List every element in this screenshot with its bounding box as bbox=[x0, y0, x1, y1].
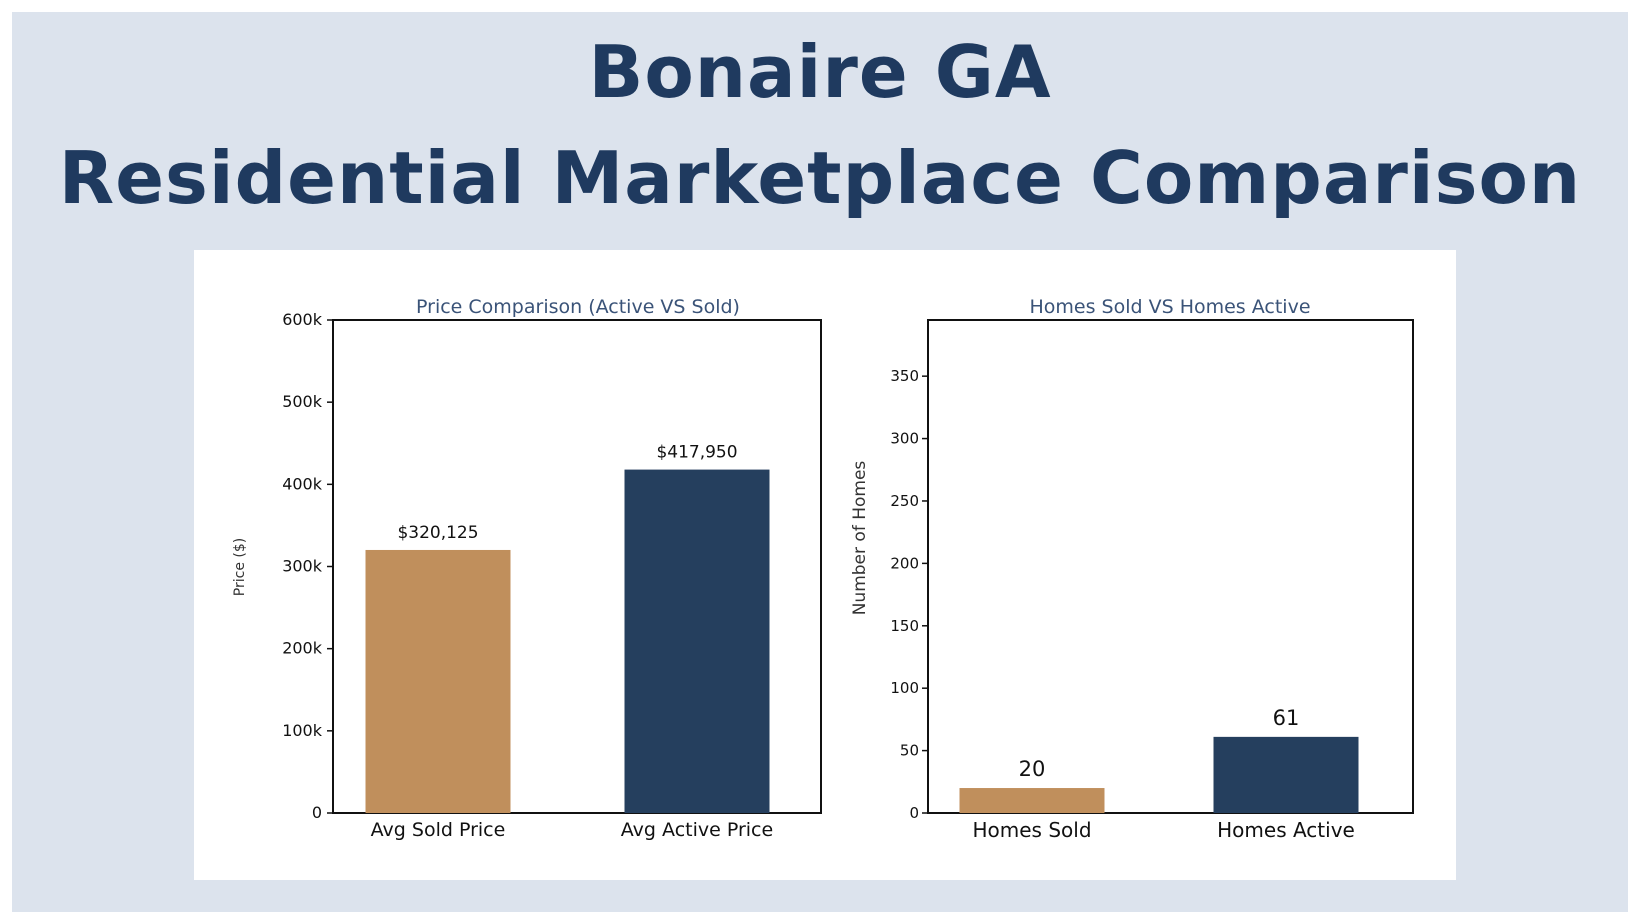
chart-1-category-label-1: Homes Active bbox=[1217, 818, 1355, 842]
chart-0-value-label-0: $320,125 bbox=[397, 523, 478, 543]
chart-0-y-tick-label: 0 bbox=[312, 803, 322, 822]
chart-1-frame bbox=[927, 319, 1414, 814]
chart-1-bar-0 bbox=[959, 788, 1105, 813]
chart-0-y-tick-label: 600k bbox=[282, 310, 323, 329]
chart-0-y-axis-label: Price ($) bbox=[232, 538, 248, 596]
chart-1-y-tick-label: 200 bbox=[890, 554, 919, 572]
chart-1-y-axis-label: Number of Homes bbox=[850, 461, 870, 616]
chart-0-category-label-0: Avg Sold Price bbox=[371, 819, 506, 841]
chart-1-y-tick-label: 350 bbox=[890, 367, 919, 385]
chart-0-value-label-1: $417,950 bbox=[656, 443, 737, 463]
chart-0-y-tick-label: 400k bbox=[282, 474, 323, 493]
chart-1-y-tick-label: 0 bbox=[909, 804, 919, 822]
chart-1-value-label-1: 61 bbox=[1273, 706, 1300, 730]
chart-1-title: Homes Sold VS Homes Active bbox=[1029, 296, 1310, 318]
chart-1-bar-1 bbox=[1213, 736, 1359, 813]
chart-0-y-tick-label: 500k bbox=[282, 392, 323, 411]
chart-1-y-tick-label: 100 bbox=[890, 679, 919, 697]
page-title-line-1: Bonaire GA bbox=[588, 30, 1052, 114]
chart-1-category-label-0: Homes Sold bbox=[972, 818, 1091, 842]
chart-1-value-label-0: 20 bbox=[1019, 757, 1046, 781]
chart-0-bar-0 bbox=[365, 549, 511, 813]
chart-1-y-tick-label: 150 bbox=[890, 617, 919, 635]
chart-0-category-label-1: Avg Active Price bbox=[621, 819, 773, 841]
chart-1-y-tick-label: 250 bbox=[890, 492, 919, 510]
chart-1-y-tick-label: 300 bbox=[890, 430, 919, 448]
chart-0-title: Price Comparison (Active VS Sold) bbox=[416, 296, 740, 318]
page-title-line-2: Residential Marketplace Comparison bbox=[58, 136, 1582, 220]
chart-0-bar-1 bbox=[624, 469, 770, 813]
chart-0-y-tick-label: 300k bbox=[282, 557, 323, 576]
chart-0-y-tick-label: 200k bbox=[282, 639, 323, 658]
chart-0-y-tick-label: 100k bbox=[282, 721, 323, 740]
chart-1-y-tick-label: 50 bbox=[900, 742, 919, 760]
